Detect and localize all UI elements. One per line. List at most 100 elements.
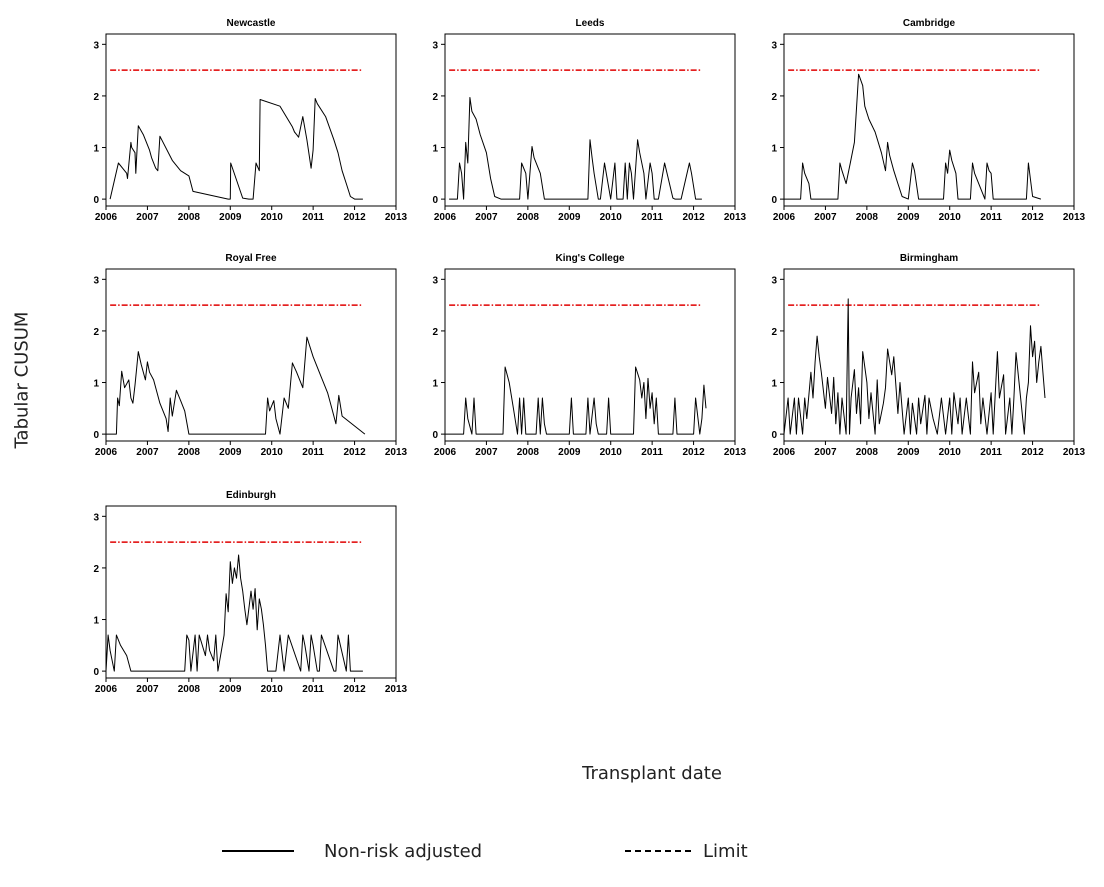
plot-frame xyxy=(105,33,397,207)
y-tick-label: 0 xyxy=(93,195,99,206)
y-axis-label-text: Tabular CUSUM xyxy=(11,311,33,449)
x-tick-label: 2010 xyxy=(261,212,284,223)
x-tick-label: 2007 xyxy=(475,212,498,223)
y-tick-label: 0 xyxy=(93,667,99,678)
y-tick-label: 0 xyxy=(93,430,99,441)
x-tick-label: 2006 xyxy=(95,212,118,223)
x-tick-label: 2008 xyxy=(517,212,540,223)
x-tick-label: 2012 xyxy=(682,447,705,458)
x-tick-label: 2013 xyxy=(1063,212,1086,223)
x-tick-label: 2009 xyxy=(219,447,242,458)
x-tick-label: 2008 xyxy=(856,212,879,223)
legend-item-limit: Limit xyxy=(625,836,748,866)
y-tick-label: 2 xyxy=(771,327,777,338)
x-tick-label: 2010 xyxy=(261,684,284,695)
x-tick-label: 2009 xyxy=(219,684,242,695)
y-tick-label: 3 xyxy=(93,40,99,51)
x-tick-label: 2006 xyxy=(773,447,796,458)
x-tick-label: 2011 xyxy=(980,447,1002,458)
x-tick-label: 2012 xyxy=(682,212,705,223)
x-tick-label: 2007 xyxy=(814,447,837,458)
y-tick-label: 3 xyxy=(93,275,99,286)
x-tick-label: 2013 xyxy=(724,447,747,458)
y-tick-label: 1 xyxy=(93,144,99,155)
x-tick-label: 2007 xyxy=(136,684,159,695)
y-tick-label: 2 xyxy=(93,564,99,575)
cusum-series-line xyxy=(109,98,363,200)
x-tick-label: 2009 xyxy=(219,212,242,223)
x-tick-label: 2009 xyxy=(897,212,920,223)
x-tick-label: 2012 xyxy=(343,447,366,458)
panel-title: King's College xyxy=(555,253,624,264)
cusum-series-line xyxy=(449,97,702,200)
y-tick-label: 2 xyxy=(432,327,438,338)
x-tick-label: 2008 xyxy=(178,447,201,458)
x-tick-label: 2011 xyxy=(641,212,663,223)
legend-label-limit: Limit xyxy=(703,840,748,862)
y-tick-label: 1 xyxy=(771,379,777,390)
x-tick-label: 2009 xyxy=(558,447,581,458)
cusum-series-line xyxy=(784,73,1042,200)
panel-title: Newcastle xyxy=(227,18,276,29)
plot-frame xyxy=(444,268,736,442)
x-tick-label: 2011 xyxy=(302,212,324,223)
x-tick-label: 2007 xyxy=(136,447,159,458)
x-tick-label: 2007 xyxy=(475,447,498,458)
y-tick-label: 2 xyxy=(771,92,777,103)
x-tick-label: 2006 xyxy=(434,447,457,458)
x-tick-label: 2008 xyxy=(517,447,540,458)
y-tick-label: 2 xyxy=(93,327,99,338)
x-tick-label: 2010 xyxy=(600,212,623,223)
legend-solid-swatch xyxy=(222,850,294,852)
x-tick-label: 2007 xyxy=(136,212,159,223)
x-tick-label: 2013 xyxy=(385,447,408,458)
legend-item-series: Non-risk adjusted xyxy=(222,836,482,866)
x-tick-label: 2013 xyxy=(385,684,408,695)
y-tick-label: 1 xyxy=(432,379,438,390)
panel-leeds: Leeds 2006 2007 2008 2009 2010 2011 2012 2013 0 1 2… xyxy=(432,18,746,223)
cusum-series-line xyxy=(105,554,363,672)
x-tick-label: 2006 xyxy=(95,447,118,458)
y-tick-label: 3 xyxy=(432,40,438,51)
x-tick-label: 2011 xyxy=(641,447,663,458)
y-tick-label: 3 xyxy=(432,275,438,286)
y-tick-label: 2 xyxy=(93,92,99,103)
plot-frame xyxy=(105,505,397,679)
x-tick-label: 2010 xyxy=(261,447,284,458)
panel-title: Birmingham xyxy=(900,253,958,264)
plot-frame xyxy=(783,33,1075,207)
y-tick-label: 3 xyxy=(771,275,777,286)
x-tick-label: 2008 xyxy=(178,684,201,695)
legend-dashdot-swatch xyxy=(625,850,691,852)
y-tick-label: 1 xyxy=(432,144,438,155)
x-tick-label: 2012 xyxy=(343,684,366,695)
y-tick-label: 3 xyxy=(771,40,777,51)
x-tick-label: 2010 xyxy=(939,447,962,458)
x-tick-label: 2010 xyxy=(600,447,623,458)
x-tick-label: 2011 xyxy=(302,447,324,458)
x-tick-label: 2012 xyxy=(343,212,366,223)
x-tick-label: 2006 xyxy=(773,212,796,223)
cusum-series-line xyxy=(106,336,366,435)
x-tick-label: 2010 xyxy=(939,212,962,223)
x-tick-label: 2006 xyxy=(434,212,457,223)
x-tick-label: 2012 xyxy=(1021,212,1044,223)
y-tick-label: 0 xyxy=(771,195,777,206)
plot-frame xyxy=(783,268,1075,442)
y-tick-label: 1 xyxy=(771,144,777,155)
x-tick-label: 2013 xyxy=(1063,447,1086,458)
panel-title: Cambridge xyxy=(903,18,956,29)
x-tick-label: 2007 xyxy=(814,212,837,223)
x-tick-label: 2009 xyxy=(558,212,581,223)
y-tick-label: 0 xyxy=(432,430,438,441)
y-tick-label: 2 xyxy=(432,92,438,103)
panel-title: Royal Free xyxy=(225,253,277,264)
x-tick-label: 2011 xyxy=(302,684,324,695)
x-tick-label: 2013 xyxy=(724,212,747,223)
panel-title: Edinburgh xyxy=(226,490,276,501)
